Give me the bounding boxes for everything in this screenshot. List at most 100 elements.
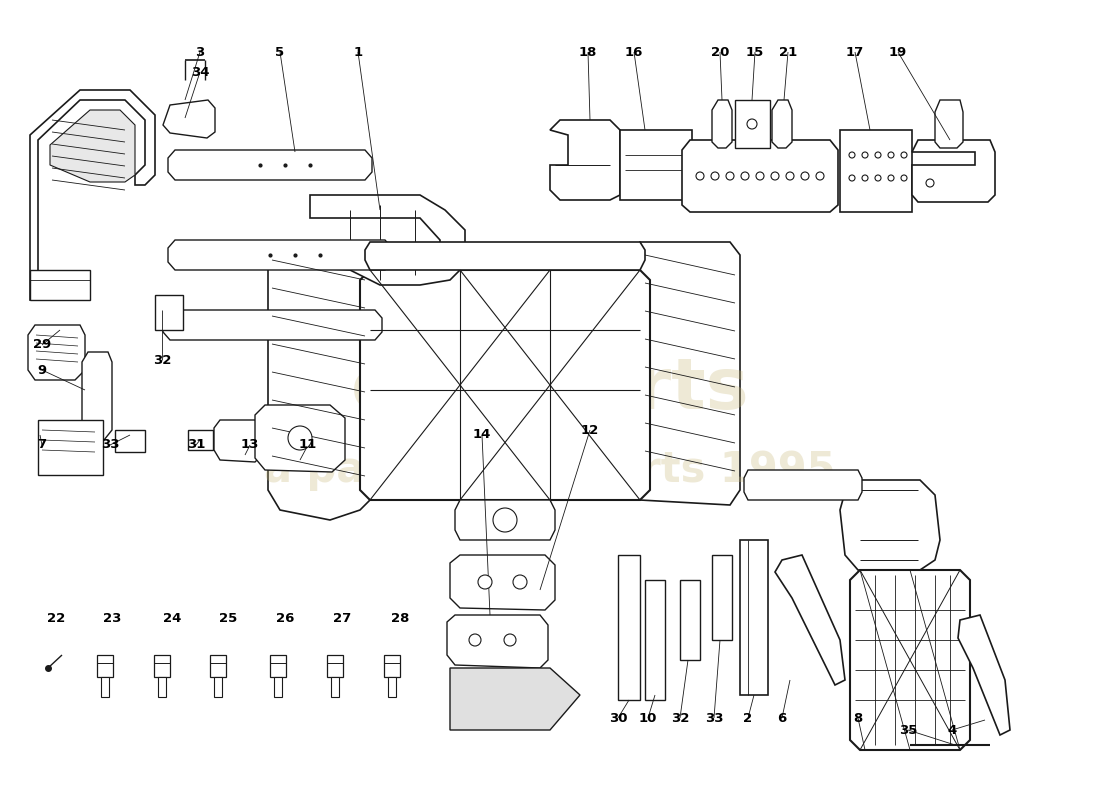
Bar [155,295,183,330]
Polygon shape [912,140,996,202]
Polygon shape [168,240,392,270]
Circle shape [513,575,527,589]
Text: 20: 20 [711,46,729,58]
Polygon shape [840,480,940,570]
Polygon shape [268,242,370,520]
Polygon shape [365,242,645,270]
Text: 16: 16 [625,46,644,58]
Text: 27: 27 [333,611,351,625]
Bar [712,555,732,640]
Bar [101,677,109,697]
Polygon shape [772,100,792,148]
Bar [327,655,343,677]
Bar [154,655,170,677]
Polygon shape [850,570,970,750]
Text: 23: 23 [102,611,121,625]
Circle shape [874,175,881,181]
Circle shape [888,152,894,158]
Circle shape [493,508,517,532]
Polygon shape [712,100,732,148]
Polygon shape [163,310,382,340]
Text: 15: 15 [746,46,764,58]
Text: 26: 26 [276,611,294,625]
Text: 4: 4 [947,723,957,737]
Circle shape [741,172,749,180]
Polygon shape [360,270,650,500]
Text: 33: 33 [705,711,724,725]
Bar [210,655,225,677]
Text: 9: 9 [37,363,46,377]
Circle shape [478,575,492,589]
Text: 35: 35 [899,723,917,737]
Polygon shape [958,615,1010,735]
Text: 33: 33 [101,438,119,451]
Polygon shape [30,90,155,300]
Polygon shape [447,615,548,668]
Circle shape [504,634,516,646]
Bar [188,430,213,450]
Circle shape [862,175,868,181]
Polygon shape [163,100,214,138]
Circle shape [696,172,704,180]
Polygon shape [255,405,345,472]
Circle shape [901,152,908,158]
Text: 25: 25 [219,611,238,625]
Circle shape [726,172,734,180]
Circle shape [849,175,855,181]
Text: 22: 22 [47,611,65,625]
Polygon shape [935,100,962,148]
Polygon shape [30,270,90,300]
Bar [214,677,222,697]
Bar [270,655,286,677]
Circle shape [801,172,808,180]
Text: 28: 28 [390,611,409,625]
Text: 1: 1 [353,46,363,58]
Polygon shape [682,140,838,212]
Bar [680,580,700,660]
Text: 3: 3 [196,46,205,58]
Polygon shape [50,110,135,182]
Text: 8: 8 [854,711,862,725]
Bar [645,580,665,700]
Text: 2: 2 [744,711,752,725]
Circle shape [469,634,481,646]
Bar [384,655,400,677]
Bar [618,555,640,700]
Text: 32: 32 [671,711,690,725]
Text: 17: 17 [846,46,865,58]
Text: 6: 6 [778,711,786,725]
Circle shape [711,172,719,180]
Circle shape [926,179,934,187]
Polygon shape [640,242,740,505]
Text: 10: 10 [639,711,657,725]
Bar [97,655,113,677]
Text: 31: 31 [187,438,206,451]
Bar [388,677,396,697]
Polygon shape [450,555,556,610]
Text: 12: 12 [581,423,600,437]
Text: 14: 14 [473,429,492,442]
Circle shape [888,175,894,181]
Polygon shape [82,352,112,440]
Bar [740,540,768,695]
Text: 30: 30 [608,711,627,725]
Bar [840,130,912,212]
Text: 11: 11 [299,438,317,451]
Bar [620,130,692,200]
Polygon shape [450,668,580,730]
Circle shape [288,426,312,450]
Text: 18: 18 [579,46,597,58]
Polygon shape [214,420,262,462]
Text: 13: 13 [241,438,260,451]
Circle shape [874,152,881,158]
Circle shape [771,172,779,180]
Bar [331,677,339,697]
Circle shape [816,172,824,180]
Circle shape [756,172,764,180]
Text: 34: 34 [190,66,209,78]
Text: 19: 19 [889,46,908,58]
Circle shape [849,152,855,158]
Polygon shape [455,500,556,540]
Bar [274,677,282,697]
Text: 32: 32 [153,354,172,366]
